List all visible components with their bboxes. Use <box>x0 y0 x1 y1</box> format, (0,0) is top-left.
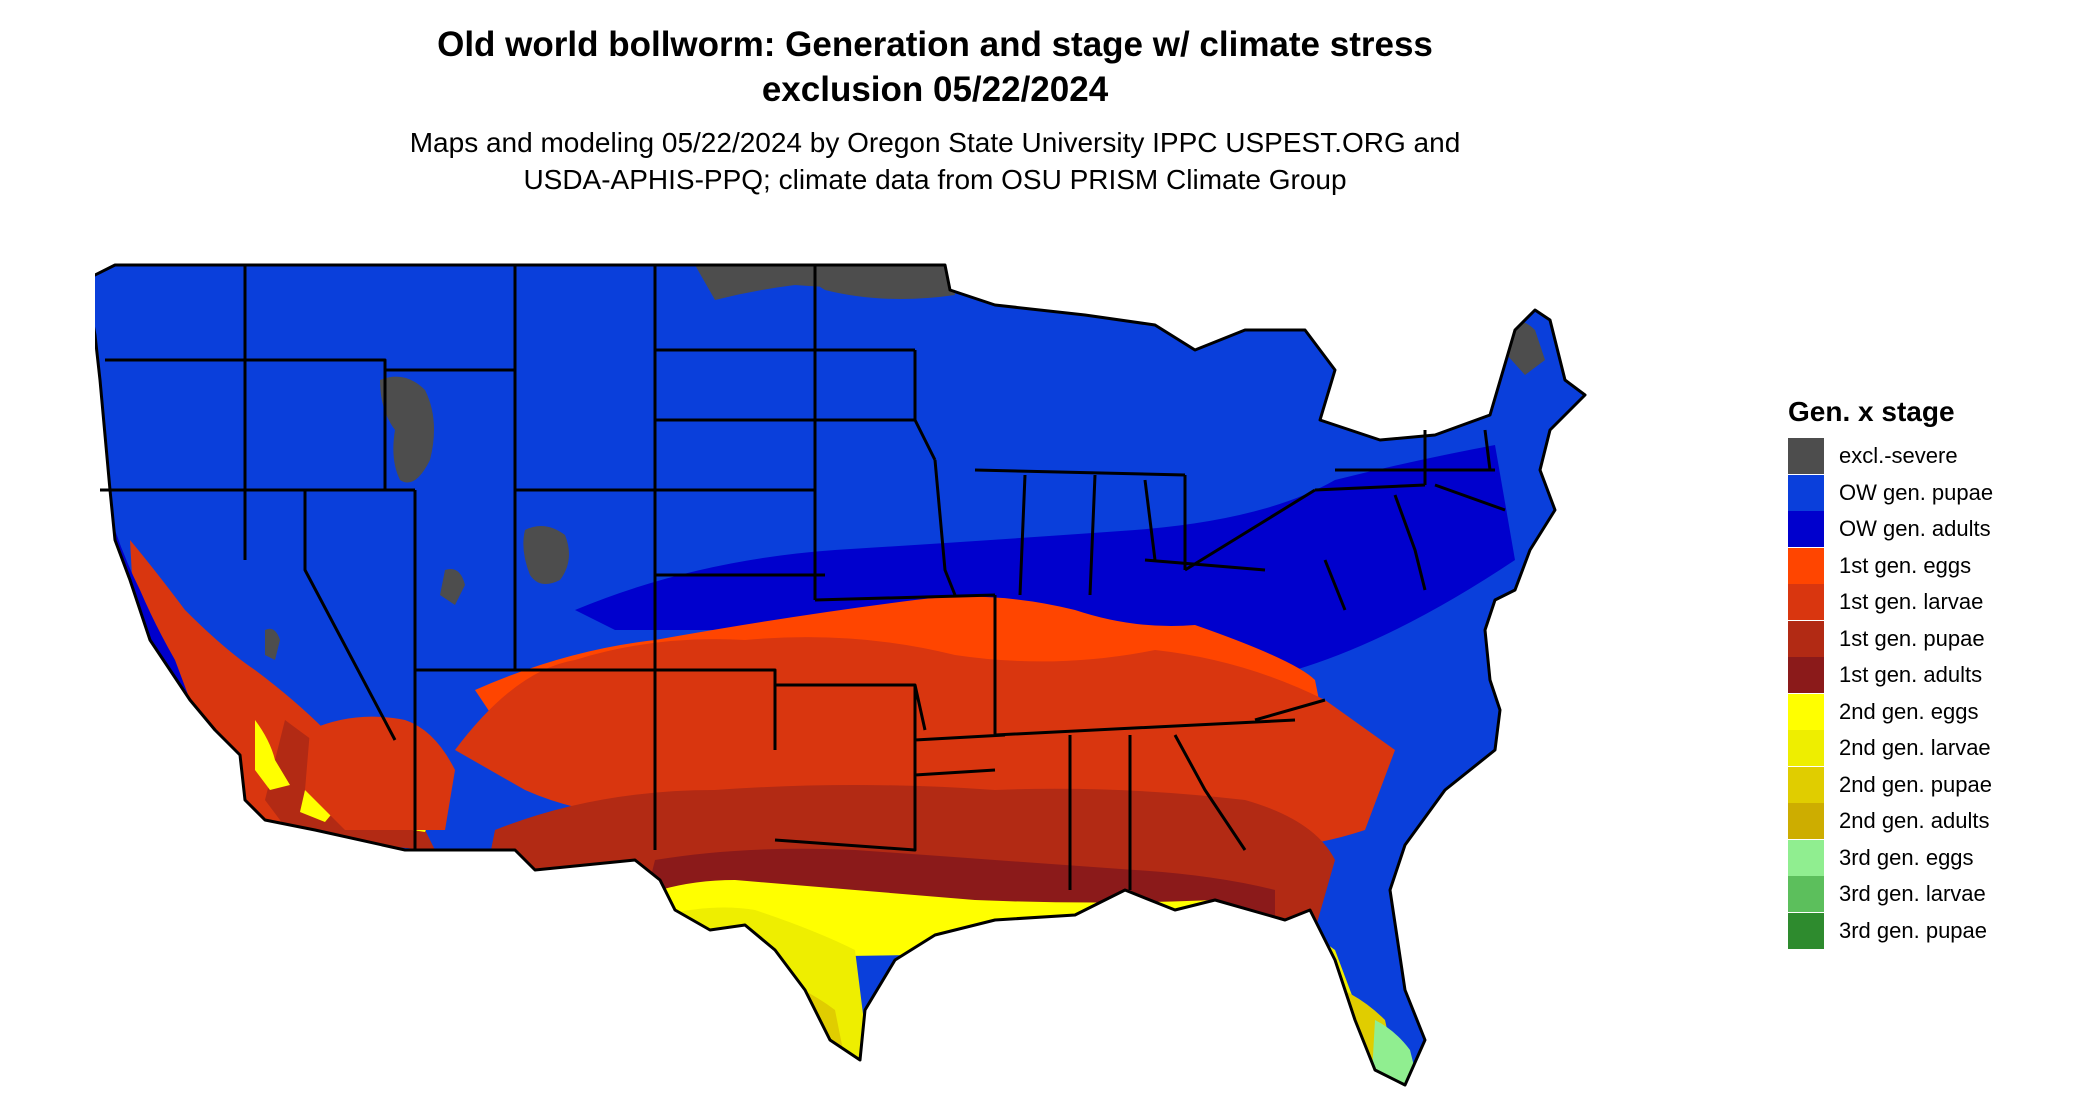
legend-item: 2nd gen. larvae <box>1788 730 1993 767</box>
legend-item: excl.-severe <box>1788 438 1993 475</box>
legend-item: OW gen. adults <box>1788 511 1993 548</box>
central-borders <box>655 350 1006 852</box>
legend-label: 1st gen. adults <box>1839 662 1983 688</box>
zone-ow-adults <box>575 445 1515 670</box>
legend-swatch <box>1788 547 1824 584</box>
legend-swatch <box>1788 876 1824 913</box>
legend-label: 3rd gen. pupae <box>1839 917 1988 943</box>
title-block: Old world bollworm: Generation and stage… <box>0 22 1870 198</box>
legend-item: 1st gen. adults <box>1788 657 1993 694</box>
legend-item: 1st gen. pupae <box>1788 620 1993 658</box>
legend: Gen. x stage excl.-severe OW gen. pupae OW… <box>1788 395 1993 949</box>
legend-swatch <box>1788 912 1824 949</box>
legend-label: 2nd gen. pupae <box>1839 771 1992 797</box>
subtitle-line-2: USDA-APHIS-PPQ; climate data from OSU PR… <box>523 164 1347 195</box>
map-title-line-2: exclusion 05/22/2024 <box>761 70 1109 109</box>
legend-label: 2nd gen. adults <box>1839 808 1990 834</box>
legend-swatch <box>1788 620 1824 657</box>
state-borders <box>95 263 1587 1087</box>
legend-label: 2nd gen. eggs <box>1839 698 1979 724</box>
map-title-line-1: Old world bollworm: Generation and stage… <box>437 25 1433 64</box>
legend-label: 1st gen. larvae <box>1839 589 1984 615</box>
legend-label: 3rd gen. eggs <box>1839 844 1974 870</box>
zone-3rd-eggs <box>1370 1020 1425 1085</box>
legend-swatch <box>1788 584 1824 621</box>
legend-label: 2nd gen. larvae <box>1839 735 1991 761</box>
zone-arizona-1st-gen <box>305 716 455 830</box>
legend-item: 3rd gen. eggs <box>1788 839 1993 877</box>
legend-swatch <box>1788 511 1824 548</box>
legend-item: 2nd gen. pupae <box>1788 766 1993 804</box>
legend-item: 3rd gen. larvae <box>1788 876 1993 913</box>
legend-item: 1st gen. eggs <box>1788 547 1993 585</box>
legend-swatch <box>1788 693 1824 730</box>
legend-title: Gen. x stage <box>1788 396 1955 427</box>
zone-excl-severe-sierra <box>265 628 280 660</box>
zone-west-coast-ow-adults <box>115 530 190 700</box>
legend-label: 1st gen. pupae <box>1839 625 1985 651</box>
zone-2nd-larvae <box>575 907 1395 1085</box>
legend-item: 1st gen. larvae <box>1788 584 1993 621</box>
legend-swatch <box>1788 657 1824 694</box>
legend-item: 2nd gen. eggs <box>1788 693 1993 731</box>
legend-item: 3rd gen. pupae <box>1788 912 1993 950</box>
zone-excl-severe-wyoming <box>380 376 434 483</box>
legend-label: OW gen. adults <box>1839 516 1991 542</box>
us-outline <box>95 263 1587 1087</box>
west-borders <box>100 265 915 850</box>
legend-swatch <box>1788 438 1824 475</box>
us-map <box>95 263 1587 1087</box>
legend-item: 2nd gen. adults <box>1788 803 1993 840</box>
legend-swatch <box>1788 839 1824 876</box>
legend-label: OW gen. pupae <box>1839 479 1994 505</box>
subtitle: Maps and modeling 05/22/2024 by Oregon S… <box>0 124 1870 198</box>
legend-label: 1st gen. eggs <box>1839 552 1972 578</box>
legend-label: excl.-severe <box>1839 443 1958 469</box>
legend-swatch <box>1788 803 1824 840</box>
legend-swatch <box>1788 474 1824 511</box>
legend-item: OW gen. pupae <box>1788 474 1994 512</box>
legend-items: excl.-severe OW gen. pupae OW gen. adults 1… <box>1788 438 1993 949</box>
legend-swatch <box>1788 766 1824 803</box>
east-borders <box>933 429 1506 890</box>
legend-swatch <box>1788 730 1824 767</box>
zone-excl-severe-colorado <box>440 526 569 605</box>
zone-excl-severe-north <box>695 265 955 300</box>
subtitle-line-1: Maps and modeling 05/22/2024 by Oregon S… <box>409 127 1461 158</box>
legend-label: 3rd gen. larvae <box>1839 881 1986 907</box>
